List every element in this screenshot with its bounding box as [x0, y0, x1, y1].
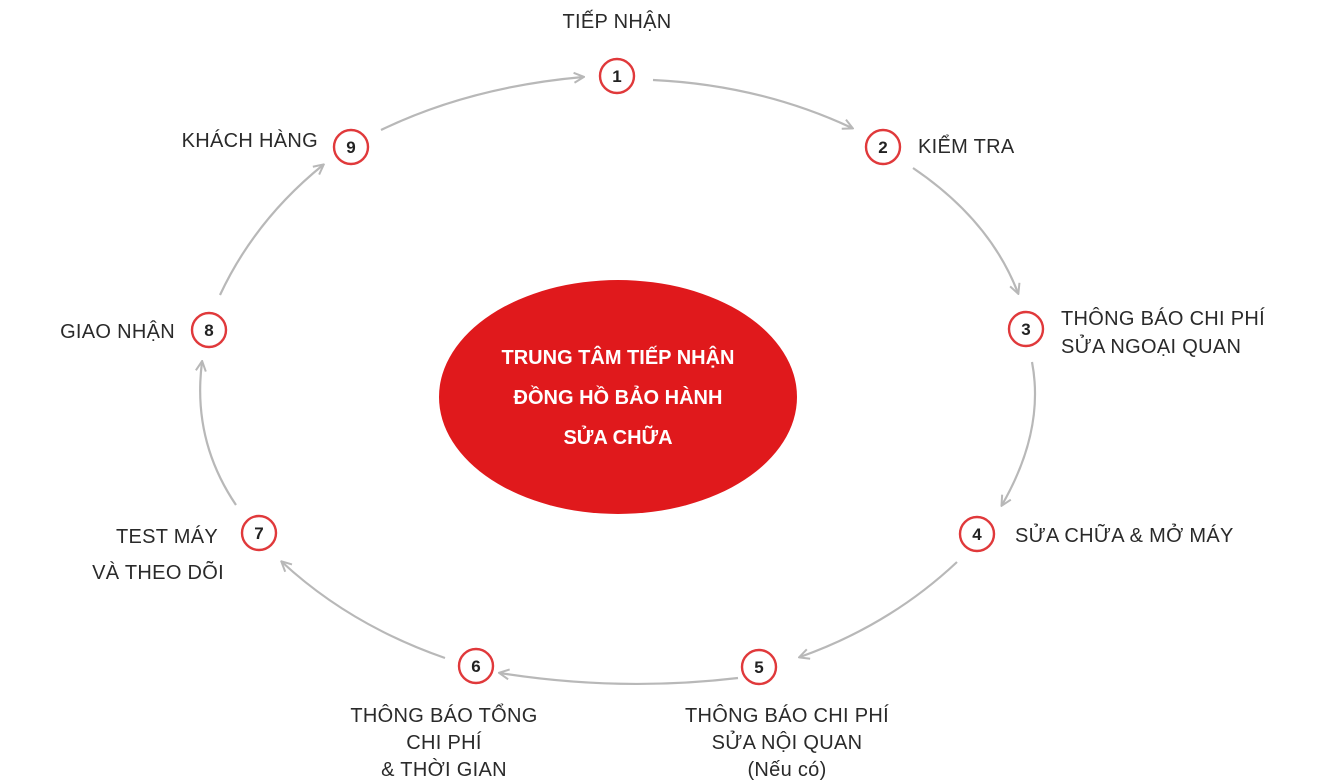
step-badge: [958, 515, 996, 553]
step-3: 3 THÔNG BÁO CHI PHÍ SỬA NGOẠI QUAN: [1007, 307, 1265, 358]
step-label: TIẾP NHẬN: [562, 10, 671, 33]
step-badge: [740, 648, 778, 686]
step-badge: [332, 128, 370, 166]
step-label-line-2: CHI PHÍ: [406, 731, 482, 754]
arrow-3-to-4: [1002, 361, 1037, 505]
arrow-1-to-2: [652, 78, 852, 128]
step-badge: [598, 57, 636, 95]
center-title-line-1: TRUNG TÂM TIẾP NHẬN: [502, 345, 735, 369]
step-badge: [190, 311, 228, 349]
step-badge: [1007, 310, 1045, 348]
center-hub: TRUNG TÂM TIẾP NHẬN ĐỒNG HỒ BẢO HÀNH SỬA…: [439, 280, 797, 514]
step-label-line-1: THÔNG BÁO TỔNG: [350, 703, 537, 727]
step-number: 1: [612, 67, 621, 86]
step-badge: [457, 647, 495, 685]
step-7: 7 TEST MÁY VÀ THEO DÕI: [92, 514, 278, 584]
step-label-line-1: TEST MÁY: [116, 525, 218, 548]
step-number: 2: [878, 138, 887, 157]
step-badge: [240, 514, 278, 552]
step-number: 5: [754, 658, 763, 677]
center-title-line-3: SỬA CHỮA: [563, 425, 672, 449]
step-label: SỬA CHỮA & MỞ MÁY: [1015, 523, 1234, 547]
step-label: KHÁCH HÀNG: [182, 129, 318, 152]
step-label-line-1: THÔNG BÁO CHI PHÍ: [1061, 307, 1265, 330]
step-label-line-3: (Nếu có): [747, 759, 826, 781]
step-8: 8 GIAO NHẬN: [60, 311, 228, 349]
arrow-2-to-3: [912, 167, 1018, 293]
step-number: 9: [346, 138, 355, 157]
center-title-line-2: ĐỒNG HỒ BẢO HÀNH: [514, 385, 723, 409]
step-5: 5 THÔNG BÁO CHI PHÍ SỬA NỘI QUAN (Nếu có…: [685, 648, 889, 781]
step-number: 6: [471, 657, 480, 676]
arrow-9-to-1: [380, 77, 583, 131]
step-2: 2 KIỂM TRA: [864, 128, 1015, 166]
step-6: 6 THÔNG BÁO TỔNG CHI PHÍ & THỜI GIAN: [350, 647, 537, 781]
step-9: 9 KHÁCH HÀNG: [182, 128, 370, 166]
arrow-6-to-7: [282, 562, 446, 660]
step-badge: [864, 128, 902, 166]
step-label: GIAO NHẬN: [60, 320, 175, 343]
step-number: 4: [972, 525, 982, 544]
center-ellipse: [439, 280, 797, 514]
step-label-line-3: & THỜI GIAN: [381, 758, 507, 781]
step-label-line-1: THÔNG BÁO CHI PHÍ: [685, 704, 889, 727]
step-number: 3: [1021, 320, 1030, 339]
step-label-line-2: SỬA NỘI QUAN: [712, 730, 863, 754]
step-1: 1 TIẾP NHẬN: [562, 10, 671, 95]
step-4: 4 SỬA CHỮA & MỞ MÁY: [958, 515, 1234, 553]
step-number: 8: [204, 321, 213, 340]
step-number: 7: [254, 524, 263, 543]
arrow-5-to-6: [500, 673, 739, 686]
step-label-line-2: VÀ THEO DÕI: [92, 560, 224, 584]
step-label: KIỂM TRA: [918, 135, 1015, 158]
arrow-4-to-5: [800, 561, 958, 657]
arrow-8-to-9: [219, 165, 323, 296]
arrow-7-to-8: [200, 362, 237, 506]
cycle-arrows: [200, 77, 1037, 686]
step-label-line-2: SỬA NGOẠI QUAN: [1061, 334, 1241, 358]
